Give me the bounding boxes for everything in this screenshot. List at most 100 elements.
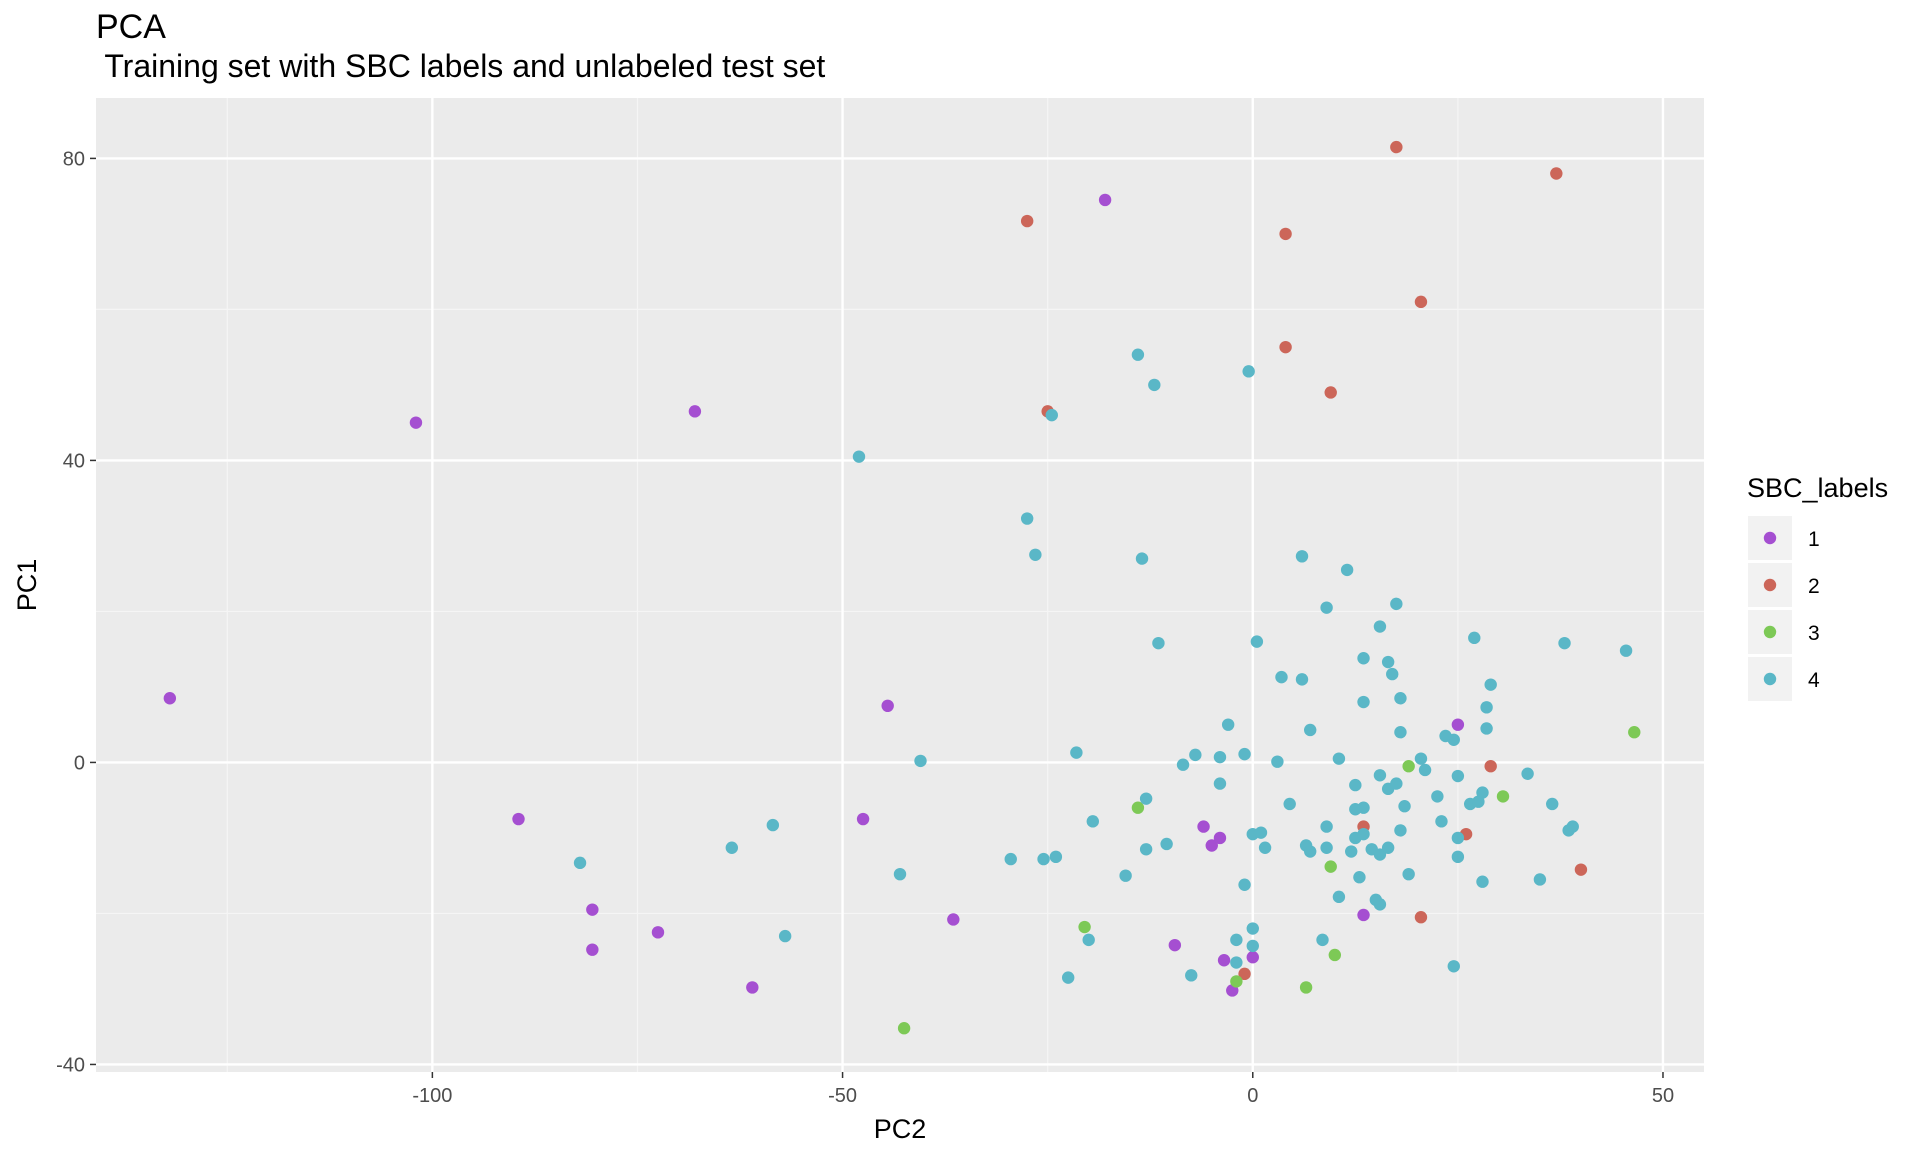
- data-point-series-4: [725, 841, 739, 854]
- x-tick-label: 0: [1247, 1085, 1258, 1107]
- y-tick-label: -40: [56, 1054, 85, 1076]
- data-point-series-4: [1254, 826, 1268, 839]
- legend-marker-1: [1763, 531, 1777, 545]
- y-axis-ticks: -40 0 40 80: [56, 148, 96, 1076]
- data-point-series-4: [1176, 758, 1190, 771]
- data-points: [163, 140, 1641, 1035]
- data-point-series-3: [1628, 726, 1641, 739]
- data-point-series-1: [746, 981, 759, 994]
- data-point-series-4: [1349, 778, 1362, 792]
- data-point-series-4: [1476, 875, 1489, 888]
- data-point-series-4: [1431, 790, 1444, 803]
- data-point-series-4: [852, 450, 866, 463]
- data-point-series-2: [1020, 214, 1034, 228]
- data-point-series-1: [651, 926, 665, 939]
- legend-title: SBC_labels: [1747, 473, 1888, 503]
- data-point-series-4: [1394, 726, 1407, 739]
- data-point-series-4: [1447, 960, 1460, 973]
- data-point-series-4: [1435, 815, 1448, 828]
- data-point-series-4: [573, 856, 587, 870]
- y-tick-label: 80: [63, 148, 85, 170]
- data-point-series-4: [1230, 956, 1243, 969]
- legend-marker-3: [1763, 625, 1777, 639]
- legend-label-2: 2: [1808, 575, 1820, 598]
- data-point-series-4: [1381, 655, 1395, 669]
- data-point-series-4: [1390, 597, 1403, 611]
- data-point-series-4: [1213, 750, 1227, 764]
- data-point-series-1: [1197, 820, 1210, 833]
- data-point-series-4: [1189, 748, 1202, 762]
- data-point-series-3: [1402, 760, 1415, 773]
- data-point-series-1: [409, 416, 423, 429]
- data-point-series-4: [778, 929, 792, 943]
- data-point-series-4: [1139, 792, 1153, 805]
- legend-marker-2: [1763, 578, 1777, 592]
- data-point-series-4: [1619, 644, 1633, 657]
- data-point-series-3: [1496, 790, 1510, 803]
- data-point-series-4: [1345, 845, 1358, 858]
- chart-title: PCA: [96, 8, 166, 46]
- data-point-series-4: [1082, 933, 1095, 947]
- data-point-series-2: [1574, 863, 1588, 876]
- data-point-series-4: [1131, 348, 1145, 361]
- legend-marker-4: [1763, 672, 1777, 686]
- data-point-series-4: [1562, 824, 1575, 837]
- legend-label-4: 4: [1808, 669, 1820, 692]
- data-point-series-4: [1185, 969, 1198, 982]
- data-point-series-4: [1119, 869, 1132, 882]
- data-point-series-4: [1558, 636, 1571, 650]
- x-tick-label: -100: [412, 1085, 452, 1107]
- data-point-series-4: [1148, 378, 1161, 392]
- data-point-series-4: [1402, 867, 1415, 881]
- data-point-series-4: [1373, 848, 1387, 861]
- data-point-series-4: [1332, 890, 1346, 904]
- data-point-series-1: [1451, 718, 1465, 731]
- data-point-series-4: [1238, 878, 1251, 891]
- data-point-series-4: [1451, 831, 1465, 845]
- data-point-series-1: [1098, 193, 1112, 207]
- data-point-series-4: [1418, 763, 1432, 777]
- data-point-series-4: [1086, 815, 1099, 828]
- data-point-series-4: [1521, 767, 1534, 780]
- data-point-series-4: [1381, 841, 1395, 854]
- data-point-series-4: [1320, 820, 1333, 833]
- data-point-series-4: [1238, 747, 1251, 761]
- chart-subtitle: Training set with SBC labels and unlabel…: [96, 48, 825, 84]
- data-point-series-1: [881, 699, 894, 713]
- data-point-series-4: [1414, 752, 1428, 765]
- data-point-series-4: [1394, 692, 1407, 705]
- data-point-series-4: [1390, 777, 1403, 790]
- data-point-series-3: [1324, 860, 1337, 873]
- data-point-series-2: [1414, 911, 1428, 924]
- data-point-series-1: [947, 913, 960, 926]
- data-point-series-4: [914, 754, 927, 768]
- data-point-series-4: [1304, 723, 1317, 737]
- data-point-series-4: [1373, 620, 1387, 633]
- data-point-series-4: [1242, 365, 1255, 378]
- data-point-series-4: [1373, 769, 1387, 782]
- data-point-series-1: [856, 812, 870, 826]
- data-point-series-4: [1468, 631, 1481, 645]
- data-point-series-1: [586, 943, 599, 956]
- data-point-series-4: [766, 818, 780, 832]
- data-point-series-3: [1230, 975, 1243, 988]
- data-point-series-4: [1316, 933, 1329, 947]
- data-point-series-1: [163, 692, 177, 705]
- data-point-series-4: [1332, 752, 1346, 765]
- data-point-series-4: [1349, 803, 1362, 816]
- data-point-series-2: [1484, 760, 1497, 773]
- data-point-series-4: [1320, 841, 1333, 854]
- data-point-series-4: [1451, 850, 1465, 864]
- data-point-series-4: [1295, 550, 1309, 563]
- data-point-series-2: [1279, 227, 1292, 241]
- data-point-series-4: [1546, 797, 1559, 811]
- data-point-series-4: [1484, 678, 1497, 691]
- data-point-series-4: [1045, 408, 1058, 422]
- data-point-series-4: [1020, 512, 1034, 525]
- data-point-series-4: [1061, 971, 1075, 984]
- data-point-series-4: [1037, 852, 1050, 866]
- data-point-series-3: [1328, 948, 1342, 962]
- data-point-series-4: [1357, 652, 1370, 665]
- data-point-series-4: [1480, 722, 1493, 735]
- data-point-series-4: [1304, 845, 1317, 858]
